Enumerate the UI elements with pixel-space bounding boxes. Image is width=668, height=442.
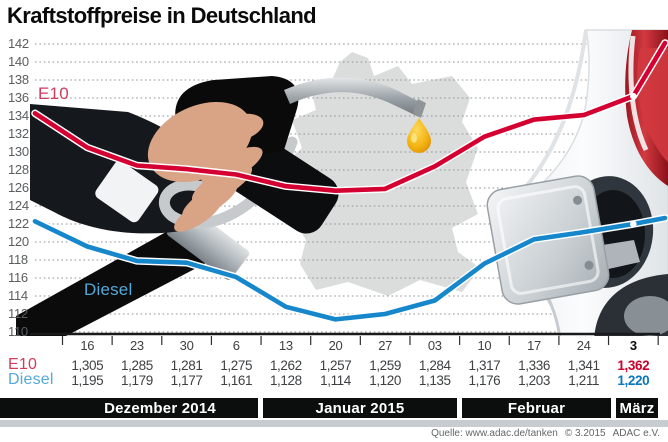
table-date-cell: 30 [179,338,194,353]
table-diesel-cell: 1,177 [170,373,203,388]
table-e10-cell: 1,341 [567,358,600,373]
month-band-1: Dezember 2014 [0,398,258,418]
table-diesel-cell: 1,176 [468,373,501,388]
table-diesel-cell: 1,195 [71,373,104,388]
wheel-hub [624,296,668,336]
y-tick-label: 116 [8,270,28,285]
y-tick-label: 134 [8,108,29,123]
table-diesel-cell: 1,161 [220,373,253,388]
table-e10-cell: 1,281 [170,358,203,373]
table-e10-cell: 1,275 [220,358,253,373]
copyright-text: © 3.2015 [564,428,606,439]
table-e10-cell: 1,362 [617,358,650,373]
e10-price-line [32,40,668,193]
y-tick-label: 110 [8,324,28,339]
table-date-cell: 03 [427,338,442,353]
table-date-cell: 27 [378,338,393,353]
table-diesel-cell: 1,120 [369,373,402,388]
diesel-line-label: Diesel [84,280,133,299]
source-text: Quelle: www.adac.de/tanken [431,428,558,439]
diesel-endpoint-dot [630,220,637,228]
shirt-cuff [95,161,159,223]
y-tick-label: 120 [8,234,29,249]
table-date-cell: 20 [328,338,343,353]
page-title: Kraftstoffpreise in Deutschland [7,3,317,28]
nozzle-spout [284,77,424,117]
table-diesel-cell: 1,179 [121,373,153,388]
drop-highlight [411,133,417,143]
y-tick-label: 126 [8,180,29,195]
flap-screw-bottom [584,260,594,270]
table-e10-cell: 1,285 [121,358,153,373]
spout-tip [413,99,426,118]
table-diesel-cell: 1,114 [320,373,351,388]
table-date-cell: 6 [232,338,240,353]
month-band-2: Januar 2015 [263,398,457,418]
y-tick-label: 114 [8,288,28,303]
table-diesel-cell: 1,128 [269,373,302,388]
fuel-drop-icon [407,118,431,153]
table-e10-cell: 1,305 [71,358,104,373]
y-tick-label: 124 [8,198,29,213]
table-diesel-cell: 1,135 [418,373,451,388]
table-date-cell: 23 [130,338,144,353]
table-e10-cell: 1,336 [518,358,550,373]
table-e10-cell: 1,259 [369,358,402,373]
table-diesel-cell: 1,203 [518,373,550,388]
y-tick-label: 122 [8,216,29,231]
table-e10-cell: 1,257 [319,358,352,373]
table-date-cell: 17 [527,338,541,353]
y-tick-label: 112 [8,306,28,321]
table-e10-cell: 1,262 [269,358,302,373]
car-photo [486,29,668,336]
table-e10-cell: 1,317 [468,358,501,373]
source-note: Quelle: www.adac.de/tanken © 3.2015 ADAC e… [431,428,660,439]
diesel-price-line [32,215,668,322]
y-tick-label: 142 [8,36,29,51]
germany-map-image [284,52,480,296]
table-date-cell: 10 [477,338,492,353]
table-row-label-e10: E10 [8,356,38,373]
y-tick-label: 128 [8,162,29,177]
month-band-4: März [616,398,658,418]
bottom-divider [0,420,668,427]
table-row-label-diesel: Diesel [8,371,54,388]
y-tick-label: 130 [8,144,29,159]
table-date-cell: 24 [576,338,591,353]
y-tick-label: 118 [8,252,28,267]
y-tick-label: 140 [8,54,29,69]
table-date-cell: 13 [278,338,293,353]
publisher-text: ADAC e.V. [612,428,660,439]
table-date-cell: 16 [80,338,95,353]
flap-screw-top [573,195,583,205]
table-date-cell: 3 [629,338,637,353]
table-e10-cell: 1,284 [418,358,451,373]
month-band-3: Februar [462,398,611,418]
e10-endpoint-dot [630,92,637,100]
y-tick-label: 138 [8,72,29,87]
e10-line-label: E10 [38,84,69,103]
table-diesel-cell: 1,220 [617,373,650,388]
y-tick-label: 136 [8,90,29,105]
table-diesel-cell: 1,211 [568,373,600,388]
y-tick-label: 132 [8,126,29,141]
